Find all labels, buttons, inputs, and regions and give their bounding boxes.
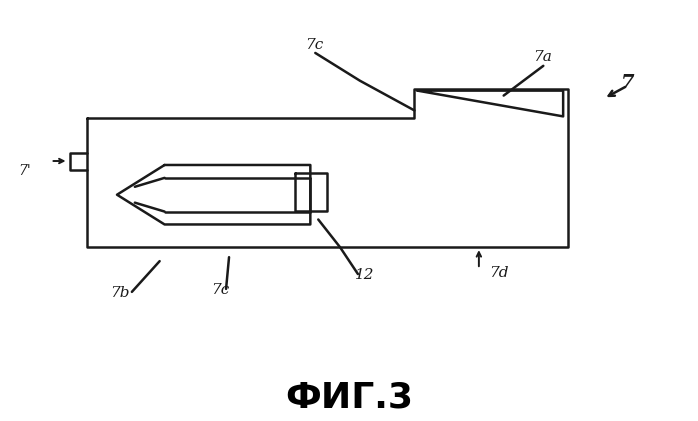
Text: 7c: 7c — [211, 283, 230, 297]
Text: 7b: 7b — [110, 286, 130, 300]
Text: ФИГ.3: ФИГ.3 — [285, 381, 413, 415]
Text: 7d: 7d — [489, 266, 508, 280]
Text: 7a: 7a — [533, 50, 552, 64]
Text: 7: 7 — [621, 74, 634, 92]
Text: 7c: 7c — [306, 38, 324, 52]
Text: 12: 12 — [355, 268, 374, 282]
Text: 7': 7' — [18, 164, 31, 178]
